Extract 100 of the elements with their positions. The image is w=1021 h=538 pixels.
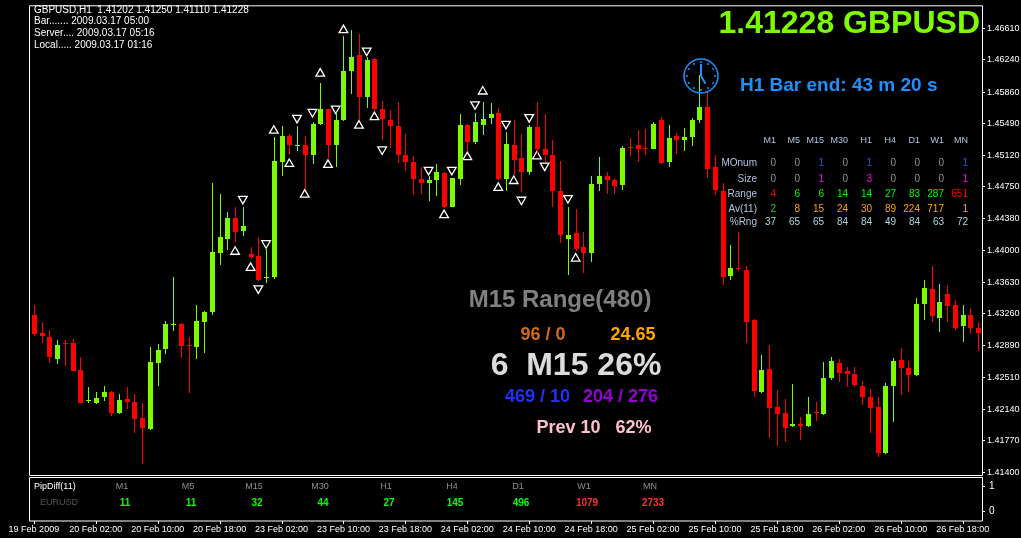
candlestick — [736, 232, 741, 271]
annotation: 287 — [927, 187, 945, 199]
annotation: H4 — [884, 135, 896, 146]
point — [531, 150, 542, 160]
annotation: 1 — [818, 156, 825, 168]
annotation: 63 — [932, 215, 945, 227]
annotation: %Rng — [729, 215, 757, 227]
annotation: 0 — [770, 156, 777, 168]
annotation: 204 / 276 — [582, 385, 658, 406]
annotation: Prev 10 62% — [536, 416, 652, 437]
annotation: 49 — [884, 215, 897, 227]
text: M15 — [245, 481, 263, 492]
text: H1 — [380, 481, 392, 492]
annotation: 224 — [903, 202, 921, 214]
x-tick-label: 19 Feb 2009 — [8, 523, 60, 534]
candlestick — [566, 207, 571, 275]
point — [570, 252, 581, 262]
annotation: 0 — [938, 172, 945, 184]
annotation: 1 — [818, 172, 825, 184]
text: 1 — [989, 479, 995, 491]
x-tick-label: 23 Feb 02:00 — [255, 523, 309, 534]
annotation: 65 — [812, 215, 825, 227]
text: 32 — [251, 496, 263, 508]
annotation: 6 — [794, 187, 801, 199]
annotation: M5 — [787, 135, 800, 146]
y-tick-label: 1.45490 — [987, 118, 1020, 129]
text: MN — [643, 481, 657, 492]
y-tick-label: 1.41400 — [987, 466, 1020, 477]
text: M30 — [311, 481, 329, 492]
y-tick-label: 1.43630 — [987, 276, 1020, 287]
annotation: 1.41228 GBPUSD — [718, 3, 980, 40]
y-tick-label: 1.41770 — [987, 435, 1020, 446]
point — [307, 108, 318, 118]
point — [361, 47, 372, 57]
annotation: 1 — [962, 156, 969, 168]
annotation: 0 — [794, 172, 801, 184]
text: 44 — [317, 496, 329, 508]
candlestick — [628, 138, 633, 156]
candlestick — [643, 129, 648, 155]
text: 1079 — [575, 496, 599, 508]
text: 27 — [383, 496, 395, 508]
annotation: 84 — [836, 215, 849, 227]
text: EURUSD — [40, 497, 79, 508]
point — [377, 146, 388, 156]
point — [539, 162, 550, 172]
annotation: 0 — [770, 172, 777, 184]
x-tick-label: 26 Feb 18:00 — [936, 523, 990, 534]
annotation: 89 — [884, 202, 897, 214]
y-tick-label: 1.44750 — [987, 181, 1020, 192]
x-tick-label: 26 Feb 10:00 — [874, 523, 928, 534]
text: M1 — [115, 481, 129, 492]
annotation: 0 — [842, 172, 849, 184]
candlestick — [63, 340, 68, 366]
text: 11 — [185, 496, 197, 508]
y-tick-label: 1.42890 — [987, 339, 1020, 350]
point — [524, 113, 535, 123]
x-tick-label: 26 Feb 02:00 — [812, 523, 866, 534]
y-tick-label: 1.43260 — [987, 308, 1020, 319]
annotation: H1 — [860, 135, 872, 146]
annotation: 0 — [890, 172, 897, 184]
annotation: W1 — [930, 135, 944, 146]
annotation: 1 — [962, 172, 969, 184]
text: M5 — [181, 481, 195, 492]
candlestick — [814, 402, 819, 421]
annotation: 1 — [962, 202, 969, 214]
point — [493, 182, 504, 191]
x-tick-label: 20 Feb 10:00 — [131, 523, 185, 534]
annotation: 0 — [914, 156, 921, 168]
point — [330, 105, 341, 115]
point — [323, 159, 333, 168]
annotation: H1 Bar end: 43 m 20 s — [740, 74, 938, 96]
candlestick — [86, 387, 91, 403]
annotation: 65 — [788, 215, 801, 227]
x-tick-label: 25 Feb 18:00 — [750, 523, 804, 534]
annotation: 30 — [860, 202, 873, 214]
point — [338, 24, 349, 34]
point — [261, 240, 272, 249]
candlestick — [171, 277, 176, 331]
point — [439, 209, 450, 219]
annotation: 469 / 10 — [505, 385, 571, 406]
text: H4 — [446, 481, 458, 492]
text: 11 — [119, 496, 131, 508]
point — [470, 101, 481, 110]
point — [423, 166, 434, 176]
point — [237, 195, 248, 205]
x-tick-label: 24 Feb 10:00 — [502, 523, 556, 534]
annotation: 96 / 0 — [520, 323, 566, 344]
candlestick — [264, 249, 269, 283]
annotation: 651 — [951, 187, 969, 199]
x-tick-label: 20 Feb 18:00 — [193, 523, 247, 534]
text: D1 — [512, 481, 524, 492]
point — [353, 119, 364, 129]
annotation: 6 M15 26% — [490, 345, 662, 382]
point — [245, 262, 256, 272]
text: 145 — [446, 496, 464, 508]
x-tick-label: 24 Feb 02:00 — [440, 523, 494, 534]
point — [516, 196, 527, 206]
annotation: 37 — [764, 215, 777, 227]
text: 496 — [512, 496, 530, 508]
point — [315, 67, 326, 77]
